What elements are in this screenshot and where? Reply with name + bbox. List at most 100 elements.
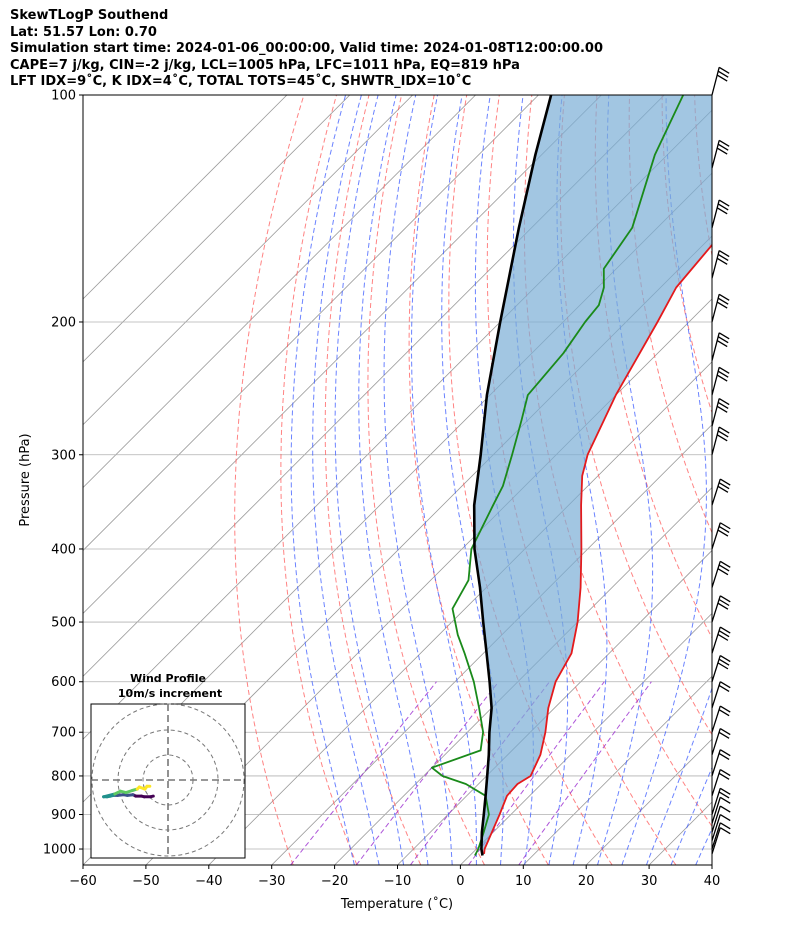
dry-adiabat-line [367,95,485,865]
barb-flag [718,772,730,780]
barb-staff [711,398,720,427]
dry-adiabat-line [234,95,305,865]
barb-staff [711,595,721,623]
barb-staff [711,814,721,841]
barb-staff [711,827,721,855]
wind-barb [711,805,731,833]
mixing-ratio-line [468,681,605,865]
dewpoint-line [431,95,685,856]
isotherm-line [208,361,712,865]
barb-flag [718,366,730,374]
barb-flag [719,749,731,757]
chart-title: SkewTLogP Southend [10,8,169,23]
isotherm-line [460,612,712,865]
barb-flag [718,525,730,533]
barb-flag [716,257,728,265]
isotherm-line [271,424,712,865]
wind-barb [711,787,731,815]
barb-flag [719,805,731,813]
moist-adiabat-line [358,95,429,865]
wind-barb [711,728,731,756]
barb-flag [719,822,731,830]
barb-flag [718,397,730,406]
barb-flag [717,401,729,409]
wind-profile-inset: Wind Profile 10m/s increment [90,672,246,859]
wind-barb [711,293,730,323]
barb-flag [719,813,731,822]
profile-lines [431,95,712,856]
isotherm-line [334,487,712,865]
isotherm-line [83,95,288,300]
wind-barb [711,595,731,623]
y-tick-label: 900 [51,808,76,823]
barb-flag [717,297,729,305]
barb-flag [717,568,729,576]
y-tick-label: 200 [51,315,76,330]
barb-flag [716,74,728,82]
barb-staff [711,805,721,833]
axes: −60 −50 −40 −30 −20 −10 0 10 20 30 40 1000 900 800 700… [43,89,720,890]
inset-subtitle: 10m/s increment [118,687,222,700]
barb-flag [716,405,728,413]
barb-staff [711,426,720,455]
barb-flag [718,658,730,666]
wind-barb [711,796,731,824]
wind-barb [711,626,731,654]
moist-adiabat-line [670,766,712,865]
barb-flag [718,293,730,301]
moist-adiabat-line [645,686,712,865]
barb-flag [718,630,730,638]
wind-barb [711,199,730,228]
barb-staff [711,367,720,396]
barb-staff [711,478,721,506]
barb-flag [719,796,731,804]
barb-flag [719,654,731,663]
barb-flag [717,70,729,78]
dry-adiabat-line [760,95,794,865]
wind-barb [711,654,731,682]
dry-adiabat-line [408,95,549,865]
y-tick-label: 300 [51,448,76,463]
x-tick-label: −20 [321,874,348,889]
barb-staff [711,522,721,550]
barb-staff [711,705,721,733]
mixing-ratio-line [518,681,652,865]
isotherm-line [711,864,712,865]
barb-flag [717,485,729,493]
barb-flag [719,827,731,835]
parcel-line [472,95,553,856]
barb-flag [718,249,730,258]
barb-flag [716,147,728,155]
barb-flag [717,253,729,261]
barb-flag [718,709,730,717]
x-tick-label: −40 [195,874,222,889]
barb-flag [716,374,728,382]
location-line: Lat: 51.57 Lon: 0.70 [10,24,157,40]
wind-barb [711,822,731,850]
barb-staff [711,822,721,850]
barb-flag [718,332,730,340]
barb-flag [718,684,730,692]
y-tick-label: 500 [51,616,76,631]
barb-flag [718,564,730,572]
stats-line-2: LFT IDX=9˚C, K IDX=4˚C, TOTAL TOTS=45˚C,… [10,74,472,89]
isotherm-line [83,95,602,614]
dry-adiabat-line [661,95,712,415]
y-axis-label: Pressure (hPa) [18,433,33,526]
x-axis-label: Temperature (˚C) [340,896,453,912]
dry-adiabat-line [280,95,358,865]
barb-flag [716,434,728,442]
time-line: Simulation start time: 2024-01-06_00:00:… [10,41,603,56]
barb-flag [718,598,730,607]
barb-staff [711,728,721,756]
dry-adiabat-line [324,95,422,865]
barb-flag [718,482,730,490]
barb-flag [718,199,730,207]
barb-flag [718,791,730,799]
x-tick-label: −10 [384,874,411,889]
y-tick-label: 700 [51,726,76,741]
barb-staff [711,788,721,815]
barb-flag [719,478,731,486]
y-tick-label: 100 [51,89,76,104]
barb-flag [719,560,731,568]
